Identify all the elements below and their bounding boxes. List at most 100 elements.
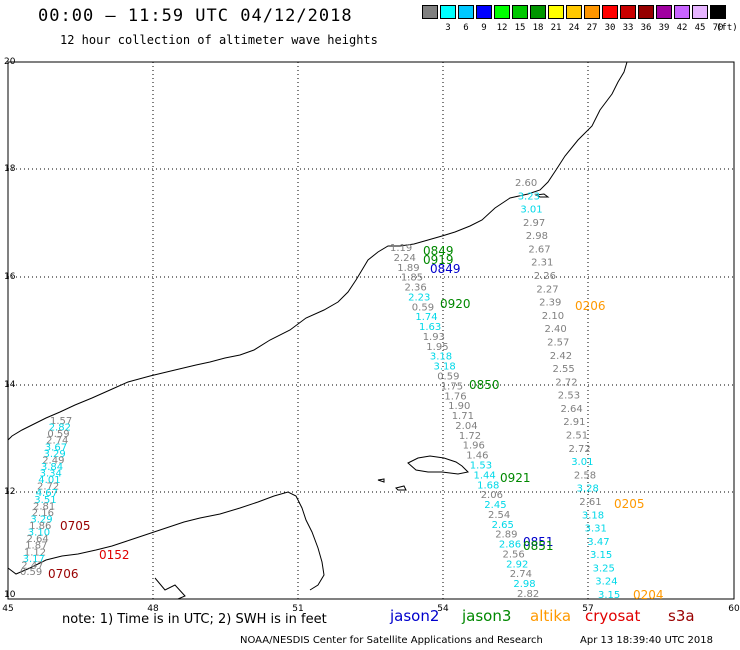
scale-label: 21	[550, 23, 562, 33]
scale-label: 30	[604, 23, 616, 33]
wave-height-value: 2.57	[547, 338, 569, 349]
wave-height-value: 1.44	[474, 470, 496, 481]
scale-label: 33	[622, 23, 634, 33]
wave-height-value: 1.96	[463, 441, 485, 452]
wave-height-value: 3.23	[518, 191, 540, 202]
wave-height-value: 2.67	[528, 245, 550, 256]
wave-height-value: 3.67	[45, 442, 67, 453]
scale-swatch	[530, 5, 546, 19]
altimeter-tracks: 2.60 3.23 3.01 2.97 2.98 2.67 2.31 2.26 2.27 2.39…	[20, 178, 620, 601]
wave-height-value: 2.45	[484, 500, 506, 511]
wave-height-value: 3.15	[598, 590, 620, 601]
wave-height-value: 1.53	[470, 461, 492, 472]
wave-height-value: 2.06	[481, 490, 503, 501]
pass-time-label: 0706	[48, 567, 79, 581]
wave-height-value: 3.17	[23, 554, 45, 565]
wave-height-value: 3.18	[434, 362, 456, 373]
pass-time-label: 0204	[633, 588, 664, 602]
scale-label: 9	[481, 23, 487, 33]
wave-height-value: 2.64	[27, 534, 49, 545]
credit-text: NOAA/NESDIS Center for Satellite Applica…	[240, 635, 543, 646]
lat-label: 18	[4, 164, 16, 174]
wave-height-value: 4.67	[36, 488, 58, 499]
wave-height-value: 3.01	[520, 205, 542, 216]
wave-height-value: 2.98	[526, 231, 548, 242]
scale-swatch	[692, 5, 708, 19]
wave-height-value: 3.31	[585, 524, 607, 535]
wave-height-value: 1.19	[390, 243, 412, 254]
wave-height-value: 2.92	[506, 559, 528, 570]
scale-swatch	[710, 5, 726, 19]
wave-height-value: 1.71	[452, 411, 474, 422]
wave-height-value: 2.61	[579, 497, 601, 508]
axis-labels: 45 48 51 54 57 60 20 18 16 14 12 10	[2, 57, 740, 614]
scale-swatch	[638, 5, 654, 19]
wave-height-value: 0.59	[437, 372, 459, 383]
scale-label: 15	[514, 23, 526, 33]
wave-height-value: 3.15	[590, 550, 612, 561]
wave-height-value: 2.82	[49, 423, 71, 434]
lat-label: 16	[4, 272, 16, 282]
wave-height-value: 1.12	[24, 547, 46, 558]
lon-label: 57	[582, 604, 593, 614]
wave-height-value: 3.84	[41, 462, 63, 473]
scale-label: 6	[463, 23, 469, 33]
pass-time-label: 0921	[500, 471, 531, 485]
wave-height-value: 1.74	[415, 312, 437, 323]
satellite-legend-item: cryosat	[585, 607, 641, 625]
wave-height-value: 3.18	[582, 510, 604, 521]
wave-height-value: 3.28	[577, 484, 599, 495]
pass-time-label: 0705	[60, 519, 91, 533]
scale-swatch	[458, 5, 474, 19]
wave-height-value: 1.76	[444, 391, 466, 402]
coastline-somalia	[7, 491, 325, 591]
scale-swatch	[674, 5, 690, 19]
wave-height-value: 1.85	[401, 273, 423, 284]
scale-label: 3	[445, 23, 451, 33]
wave-height-value: 2.26	[534, 271, 556, 282]
socotra-island	[407, 455, 470, 475]
wave-height-value: 1.75	[441, 381, 463, 392]
satellite-legend-item: jason2	[390, 607, 440, 625]
somalia-tip	[154, 577, 186, 600]
pass-time-label: 0850	[469, 378, 500, 392]
lon-label: 51	[292, 604, 303, 614]
pass-time-label: 0920	[440, 297, 471, 311]
scale-label: 36	[640, 23, 652, 33]
wave-height-value: 2.74	[46, 436, 68, 447]
wave-height-value: 1.87	[25, 541, 47, 552]
scale-label: 27	[586, 23, 598, 33]
wave-height-value: 3.47	[587, 537, 609, 548]
scale-label: 39	[658, 23, 670, 33]
pass-time-label: 0849	[423, 244, 454, 258]
lat-label: 20	[4, 57, 16, 67]
scale-label: 70	[712, 23, 724, 33]
wave-height-value: 2.72	[569, 444, 591, 455]
wave-height-value: 3.01	[571, 457, 593, 468]
lon-label: 45	[2, 604, 13, 614]
satellite-legend-item: s3a	[668, 607, 695, 625]
lat-label: 14	[4, 380, 16, 390]
wave-height-value: 2.72	[555, 377, 577, 388]
islet-3	[534, 193, 550, 198]
pass-time-label: 0851	[523, 535, 554, 549]
wave-height-value: 2.56	[503, 550, 525, 561]
wave-height-value: 2.65	[492, 520, 514, 531]
wave-height-value: 3.25	[593, 563, 615, 574]
coastline-arabia	[7, 61, 628, 441]
scale-swatch	[494, 5, 510, 19]
wave-height-value: 3.24	[595, 577, 617, 588]
lon-label: 54	[437, 604, 449, 614]
pass-time-label: 0206	[575, 299, 606, 313]
scale-label: 18	[532, 23, 544, 33]
scale-swatch	[656, 5, 672, 19]
wave-height-value: 3.29	[44, 449, 66, 460]
lat-label: 12	[4, 487, 15, 497]
wave-height-value: 2.97	[523, 218, 545, 229]
wave-height-value: 2.54	[488, 510, 510, 521]
islet-1	[395, 485, 407, 491]
wave-height-value: 2.16	[32, 508, 54, 519]
lat-label: 10	[4, 590, 16, 600]
